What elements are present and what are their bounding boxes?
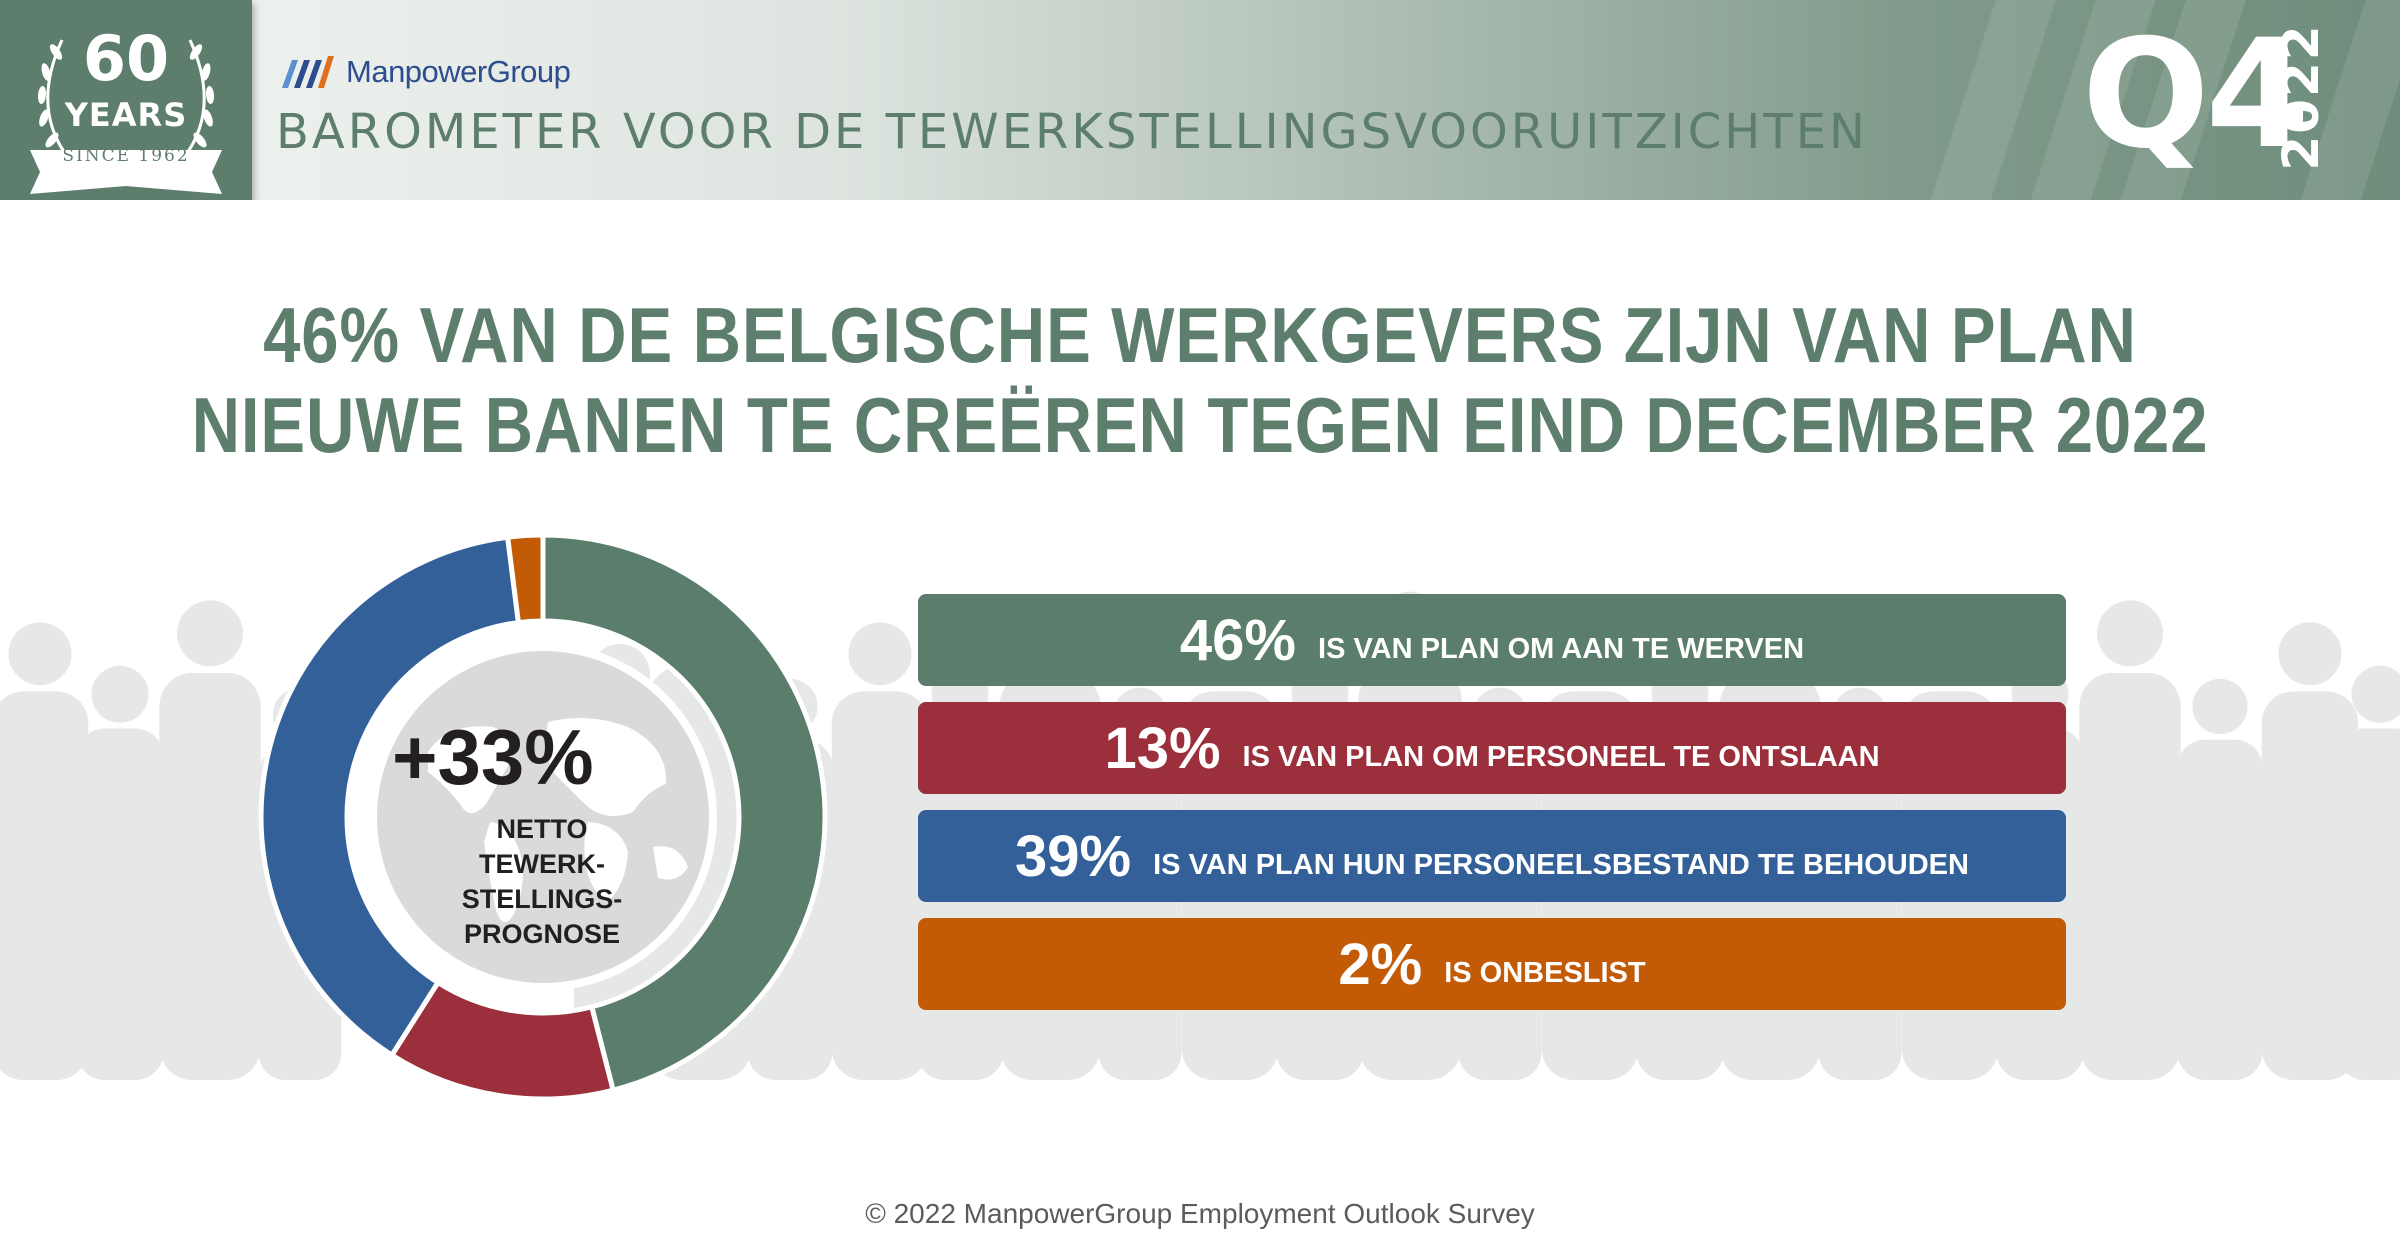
bar-no-change-percent: 39% [1015,823,1132,889]
net-outlook-label: NETTO TEWERK- STELLINGS- PROGNOSE [432,812,652,952]
quarter-label: Q4 [2082,8,2310,182]
footer-copyright: © 2022 ManpowerGroup Employment Outlook … [865,1198,1535,1229]
badge-number: 60 [82,22,170,95]
person-silhouette-body [1458,747,1542,1080]
person-silhouette-head [177,600,243,667]
badge-since: SINCE 1962 [62,146,190,166]
net-outlook-label-line: STELLINGS- [461,884,623,914]
person-silhouette-body [76,728,164,1080]
manpower-logo-icon [282,56,334,88]
person-silhouette-head [91,665,149,723]
brand-name: ManpowerGroup [346,54,571,89]
person-silhouette-head [2351,665,2400,723]
bar-decrease-percent: 13% [1104,715,1221,781]
slice-no-change [258,534,522,1059]
year-label: 2022 [2272,23,2330,170]
bar-undecided: 2% IS ONBESLIST [918,918,2066,1010]
net-outlook-label-line: TEWERK- [479,849,605,879]
bar-decrease: 13% IS VAN PLAN OM PERSONEEL TE ONTSLAAN [918,702,2066,794]
headline-line-2: NIEUWE BANEN TE CREËREN TEGEN EIND DECEM… [191,381,2209,469]
person-silhouette-head [848,622,912,686]
bar-undecided-percent: 2% [1338,931,1423,997]
net-outlook-label-line: NETTO [496,814,588,844]
slice-undecided [504,532,546,626]
bar-hire-percent: 46% [1179,607,1297,673]
header-banner: 60 YEARS SINCE 1962 ManpowerGroup BAROME… [0,0,2400,200]
bar-no-change-label: IS VAN PLAN HUN PERSONEELSBESTAND TE BEH… [1153,848,1969,881]
person-silhouette-body [0,691,89,1080]
net-outlook-label-line: PROGNOSE [463,919,621,949]
laurel-wreath-icon [30,39,222,194]
year-text: 2022 [2272,23,2330,171]
net-outlook-value: +33% [392,713,594,801]
headline-line-1: 46% VAN DE BELGISCHE WERKGEVERS ZIJN VAN… [263,291,2137,379]
bar-undecided-label: IS ONBESLIST [1444,956,1646,989]
bar-hire-label: IS VAN PLAN OM AAN TE WERVEN [1318,632,1805,665]
person-silhouette-head [2278,622,2342,686]
person-silhouette-body [159,673,261,1080]
bar-hire: 46% IS VAN PLAN OM AAN TE WERVEN [918,594,2066,686]
person-silhouette-head [2097,600,2163,667]
headline: 46% VAN DE BELGISCHE WERKGEVERS ZIJN VAN… [168,290,2232,470]
person-silhouette-body [2261,691,2359,1080]
slice-hire [540,532,828,1094]
person-silhouette-head [8,622,72,686]
anniversary-badge: 60 YEARS SINCE 1962 [0,0,252,200]
bar-no-change: 39% IS VAN PLAN HUN PERSONEELSBESTAND TE… [918,810,2066,902]
header-subtitle: BAROMETER VOOR DE TEWERKSTELLINGSVOORUIT… [276,104,1868,160]
brand-logo: ManpowerGroup [278,52,571,92]
person-silhouette-body [2079,673,2181,1080]
badge-word: YEARS [64,96,188,134]
globe-continents-icon [428,718,688,923]
person-silhouette-body [2177,739,2263,1080]
person-silhouette-body [1098,747,1182,1080]
person-silhouette-head [2192,678,2248,735]
person-silhouette-body [2336,728,2400,1080]
bar-decrease-label: IS VAN PLAN OM PERSONEEL TE ONTSLAAN [1242,740,1880,773]
person-silhouette-body [831,691,929,1080]
donut-chart [258,532,828,1102]
person-silhouette-body [1818,747,1902,1080]
